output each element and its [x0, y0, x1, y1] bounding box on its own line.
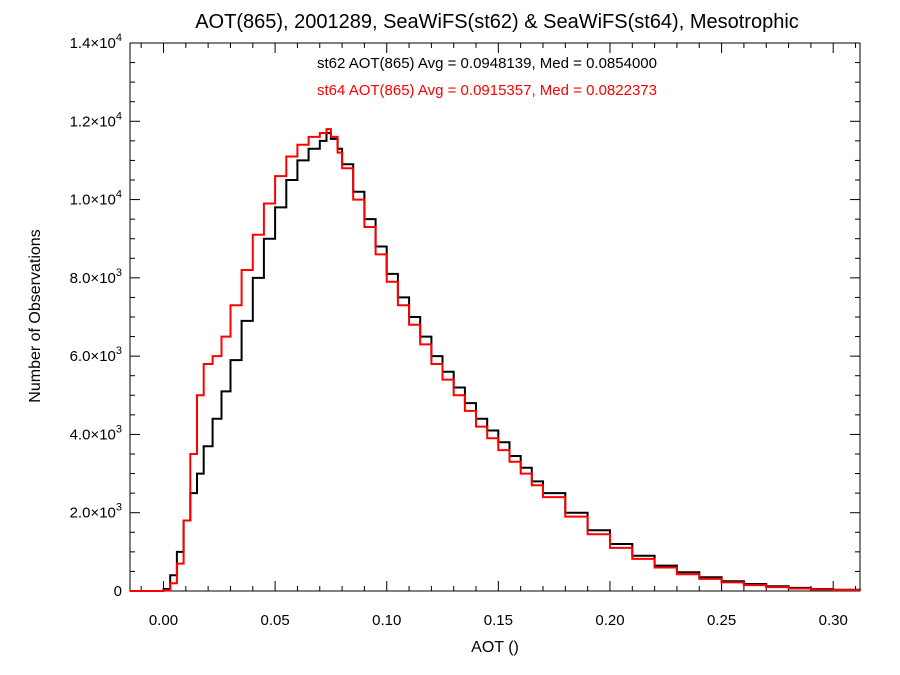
y-tick-labels: 0 2.0×103 4.0×103 6.0×103 8.0×103 1.0×104 1.2×…	[70, 32, 122, 600]
x-tick-label: 0.05	[261, 612, 290, 629]
x-tick-label: 0.20	[595, 612, 624, 629]
y-tick-label: 8.0×103	[70, 267, 122, 287]
x-tick-label: 0.15	[484, 612, 513, 629]
x-tick-label: 0.25	[707, 612, 736, 629]
x-tick-labels: 0.00 0.05 0.10 0.15 0.20 0.25 0.30	[149, 612, 848, 629]
x-tick-label: 0.00	[149, 612, 178, 629]
series-st64-line	[130, 128, 861, 592]
y-tick-label: 4.0×103	[70, 423, 122, 443]
y-tick-label: 1.4×104	[70, 32, 122, 52]
y-tick-label: 2.0×103	[70, 502, 122, 522]
series-lines	[130, 128, 861, 592]
x-tick-label: 0.30	[819, 612, 848, 629]
series-st62-line	[130, 132, 861, 592]
y-tick-label: 1.2×104	[70, 110, 122, 130]
x-tick-label: 0.10	[372, 612, 401, 629]
y-tick-label: 6.0×103	[70, 345, 122, 365]
chart-title: AOT(865), 2001289, SeaWiFS(st62) & SeaWi…	[195, 11, 799, 33]
axis-ticks	[130, 42, 860, 592]
y-tick-label: 0	[114, 583, 122, 600]
plot-frame	[129, 42, 861, 592]
y-tick-label: 1.0×104	[70, 189, 122, 209]
x-axis-label: AOT ()	[471, 639, 519, 656]
annotation-st62: st62 AOT(865) Avg = 0.0948139, Med = 0.0…	[317, 55, 657, 72]
annotation-st64: st64 AOT(865) Avg = 0.0915357, Med = 0.0…	[317, 82, 657, 99]
y-axis-label: Number of Observations	[27, 229, 44, 402]
